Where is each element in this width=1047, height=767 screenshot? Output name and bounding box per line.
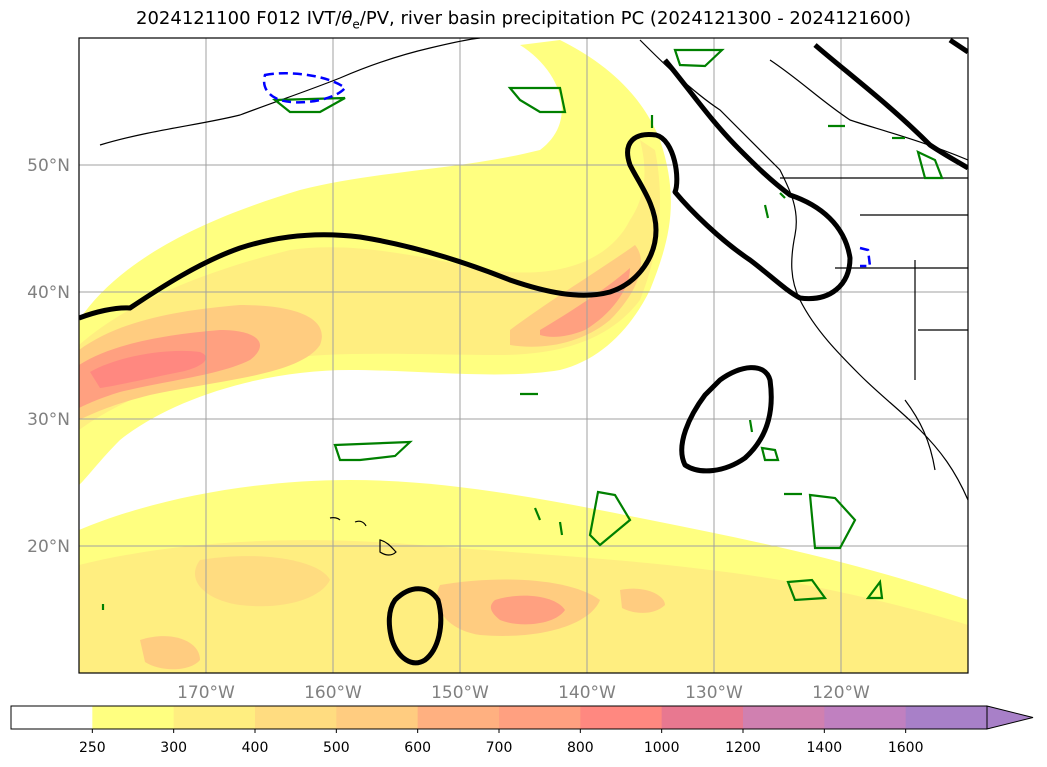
ivt-plume-east bbox=[540, 268, 630, 337]
lat-tick-label: 20°N bbox=[27, 537, 70, 557]
ivt-band-south bbox=[140, 636, 200, 670]
colorbar-tick-label: 1000 bbox=[644, 740, 680, 756]
colorbar-segment bbox=[905, 706, 988, 729]
colorbar-segment bbox=[743, 706, 825, 729]
map-frame bbox=[78, 37, 969, 674]
ivt-plume-north bbox=[90, 350, 207, 388]
colorbar-tick-label: 700 bbox=[486, 740, 513, 756]
map-title: 2024121100 F012 IVT/θe/PV, river basin p… bbox=[136, 8, 911, 32]
colorbar-segment bbox=[661, 706, 744, 729]
lat-tick-label: 50°N bbox=[27, 156, 70, 176]
colorbar-tick-label: 600 bbox=[404, 740, 431, 756]
colorbar-segment bbox=[92, 706, 175, 729]
colorbar-segment bbox=[580, 706, 663, 729]
colorbar-tick-label: 1400 bbox=[807, 740, 843, 756]
lat-tick-label: 40°N bbox=[27, 283, 70, 303]
lon-tick-label: 170°W bbox=[177, 683, 235, 703]
colorbar-segment bbox=[336, 706, 419, 729]
lon-labels: 170°W 160°W 150°W 140°W 130°W 120°W bbox=[177, 683, 870, 703]
lon-tick-label: 160°W bbox=[304, 683, 362, 703]
colorbar-segment bbox=[173, 706, 256, 729]
colorbar-segment bbox=[499, 706, 581, 729]
colorbar-tick-label: 800 bbox=[567, 740, 594, 756]
lon-tick-label: 120°W bbox=[812, 683, 870, 703]
ivt-band-south bbox=[490, 595, 565, 625]
colorbar: 250 300 400 500 600 700 800 1000 1200 1400 1600 bbox=[10, 705, 1034, 756]
pv-contour bbox=[79, 38, 968, 666]
colorbar-tick-label: 300 bbox=[160, 740, 187, 756]
precip-contour-positive bbox=[101, 48, 944, 610]
colorbar-tick-label: 1600 bbox=[888, 740, 924, 756]
colorbar-extend-arrow bbox=[986, 705, 1034, 730]
colorbar-segment bbox=[417, 706, 500, 729]
lon-tick-label: 150°W bbox=[431, 683, 489, 703]
colorbar-segment bbox=[11, 706, 93, 729]
ivt-band-south bbox=[194, 556, 330, 607]
colorbar-tick-label: 400 bbox=[242, 740, 269, 756]
lon-tick-label: 140°W bbox=[558, 683, 616, 703]
colorbar-segment bbox=[255, 706, 337, 729]
colorbar-segment bbox=[824, 706, 907, 729]
ivt-shading bbox=[79, 38, 968, 673]
colorbar-tick-label: 250 bbox=[79, 740, 106, 756]
lat-labels: 50°N 40°N 30°N 20°N bbox=[27, 156, 70, 557]
graticule bbox=[79, 38, 968, 673]
precip-contour-negative bbox=[262, 72, 872, 268]
lon-tick-label: 130°W bbox=[685, 683, 743, 703]
lat-tick-label: 30°N bbox=[27, 410, 70, 430]
colorbar-tick-label: 1200 bbox=[725, 740, 761, 756]
colorbar-tick-label: 500 bbox=[323, 740, 350, 756]
ivt-band-south bbox=[620, 588, 665, 613]
